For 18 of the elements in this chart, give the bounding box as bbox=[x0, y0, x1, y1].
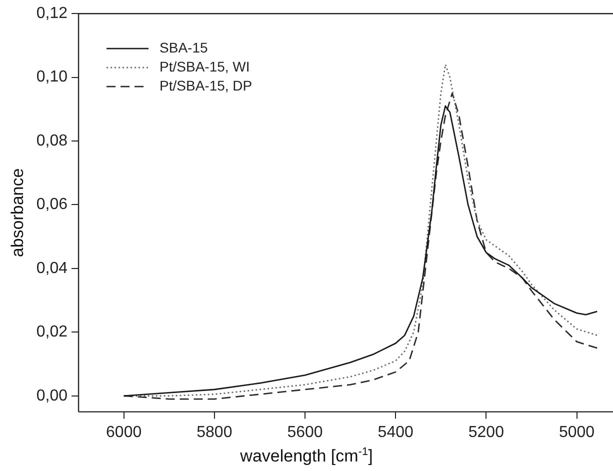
y-tick-label: 0,06 bbox=[36, 196, 68, 214]
legend-label: SBA-15 bbox=[160, 39, 208, 56]
x-tick-label: 5600 bbox=[287, 424, 323, 441]
x-tick-label: 5800 bbox=[196, 424, 232, 441]
y-tick-label: 0,00 bbox=[36, 387, 68, 404]
x-axis-title: wavelength [cm$^{-1}$] bbox=[239, 446, 374, 467]
y-tick-label: 0,02 bbox=[36, 324, 68, 341]
y-tick-label: 0,08 bbox=[36, 132, 68, 150]
x-tick-label: 6000 bbox=[106, 424, 142, 441]
x-tick-label: 5000 bbox=[558, 424, 595, 441]
legend-label: Pt/SBA-15, WI bbox=[160, 58, 250, 74]
y-tick-label: 0,10 bbox=[36, 68, 68, 86]
x-tick-label: 5200 bbox=[468, 424, 504, 441]
legend-label: Pt/SBA-15, DP bbox=[160, 77, 252, 94]
y-tick-label: 0,04 bbox=[36, 260, 68, 277]
y-axis-title: absorbance bbox=[8, 168, 27, 258]
y-tick-label: 0,12 bbox=[36, 5, 68, 22]
x-tick-label: 5400 bbox=[378, 424, 414, 441]
